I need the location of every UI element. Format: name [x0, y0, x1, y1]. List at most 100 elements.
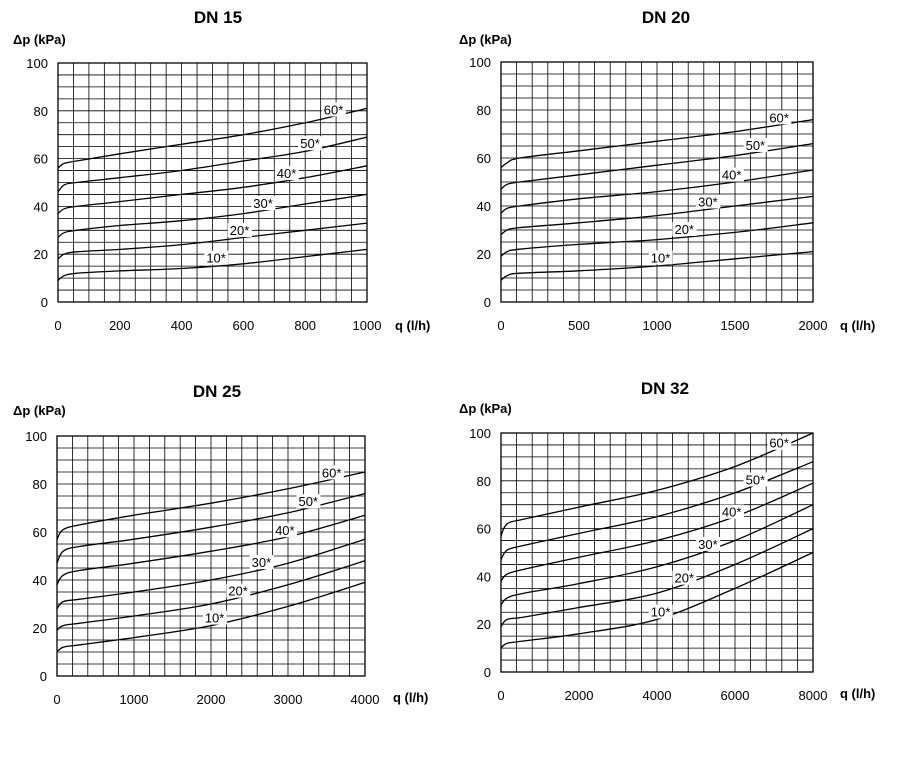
series-label-30: 30*	[252, 555, 272, 570]
chart-title: DN 20	[642, 8, 690, 27]
series-label-bg	[226, 583, 251, 598]
series-label-bg	[672, 221, 697, 236]
y-tick-label: 40	[477, 569, 491, 584]
series-line-10	[56, 581, 366, 653]
series-label-10: 10*	[651, 250, 671, 265]
x-tick-label: 1500	[721, 318, 750, 333]
x-axis-label: q (l/h)	[840, 686, 875, 701]
chart-panel-4: DN 32 Δp (kPa) q (l/h) 0 20 40 60 80 100 0 2000 400…	[459, 379, 875, 703]
y-tick-label: 20	[477, 247, 491, 262]
y-tick-label: 80	[477, 103, 491, 118]
series-label-bg	[696, 536, 721, 551]
series-label-20: 20*	[228, 584, 248, 599]
series-label-bg	[672, 570, 697, 585]
series-line-50	[500, 142, 814, 190]
x-tick-label: 400	[171, 318, 193, 333]
y-tick-label: 40	[34, 199, 48, 214]
series-label-60: 60*	[322, 465, 342, 480]
x-tick-label: 6000	[721, 688, 750, 703]
series-label-30: 30*	[698, 195, 718, 210]
series-label-60: 60*	[769, 110, 789, 125]
y-axis-label: Δp (kPa)	[13, 403, 66, 418]
x-tick-label: 800	[294, 318, 316, 333]
x-tick-label: 500	[568, 318, 590, 333]
y-axis-label: Δp (kPa)	[459, 32, 512, 47]
y-tick-label: 0	[484, 665, 491, 680]
y-tick-label: 0	[484, 295, 491, 310]
x-tick-label: 200	[109, 318, 131, 333]
series-label-40: 40*	[722, 168, 742, 183]
x-tick-label: 4000	[643, 688, 672, 703]
series-label-40: 40*	[722, 505, 742, 520]
y-tick-label: 100	[469, 426, 491, 441]
x-tick-label: 0	[497, 688, 504, 703]
series-label-20: 20*	[230, 223, 250, 238]
series-label-40: 40*	[277, 166, 297, 181]
series-line-30	[56, 538, 366, 610]
series-label-50: 50*	[298, 494, 318, 509]
chart-title: DN 32	[641, 379, 689, 398]
series-label-bg	[227, 223, 252, 238]
y-tick-label: 100	[469, 55, 491, 70]
series-label-10: 10*	[651, 605, 671, 620]
series-label-10: 10*	[205, 611, 225, 626]
x-tick-label: 0	[53, 692, 60, 707]
x-axis-label: q (l/h)	[393, 690, 428, 705]
x-tick-label: 3000	[274, 692, 303, 707]
series-label-bg	[249, 555, 274, 570]
x-tick-label: 1000	[120, 692, 149, 707]
y-tick-label: 20	[34, 247, 48, 262]
series-label-bg	[202, 610, 227, 625]
y-tick-label: 0	[41, 295, 48, 310]
series-line-30	[500, 504, 814, 606]
y-axis-label: Δp (kPa)	[459, 401, 512, 416]
series-label-bg	[319, 465, 344, 480]
x-tick-label: 2000	[799, 318, 828, 333]
series-line-60	[500, 118, 814, 169]
y-tick-label: 20	[33, 621, 47, 636]
series-line-50	[57, 136, 368, 193]
chart-title: DN 25	[193, 382, 241, 401]
series-label-bg	[696, 194, 721, 209]
series-label-bg	[296, 494, 321, 509]
y-tick-label: 80	[477, 474, 491, 489]
series-line-60	[500, 432, 814, 537]
y-tick-label: 60	[477, 522, 491, 537]
series-line-50	[500, 461, 814, 561]
series-line-40	[500, 169, 814, 214]
series-label-30: 30*	[698, 537, 718, 552]
series-line-20	[56, 560, 366, 631]
series-label-50: 50*	[746, 138, 766, 153]
series-label-30: 30*	[253, 196, 273, 211]
x-tick-label: 2000	[197, 692, 226, 707]
series-label-bg	[648, 250, 673, 265]
plot-frame	[500, 61, 814, 303]
x-axis-label: q (l/h)	[840, 318, 875, 333]
plot-frame	[57, 62, 368, 303]
y-tick-label: 40	[477, 199, 491, 214]
series-line-30	[500, 195, 814, 236]
plot-frame	[56, 435, 366, 677]
series-label-bg	[767, 435, 792, 450]
x-axis-label: q (l/h)	[395, 318, 430, 333]
series-label-bg	[743, 137, 768, 152]
series-line-20	[500, 222, 814, 257]
series-label-50: 50*	[746, 473, 766, 488]
series-label-20: 20*	[674, 222, 694, 237]
series-line-50	[56, 492, 366, 564]
x-tick-label: 8000	[799, 688, 828, 703]
series-label-bg	[648, 604, 673, 619]
series-label-bg	[273, 523, 298, 538]
x-tick-label: 600	[233, 318, 255, 333]
y-tick-label: 0	[40, 669, 47, 684]
y-tick-label: 100	[26, 56, 48, 71]
x-tick-label: 0	[54, 318, 61, 333]
series-label-bg	[321, 102, 346, 117]
y-tick-label: 60	[34, 152, 48, 167]
series-line-40	[57, 165, 368, 215]
x-tick-label: 0	[497, 318, 504, 333]
